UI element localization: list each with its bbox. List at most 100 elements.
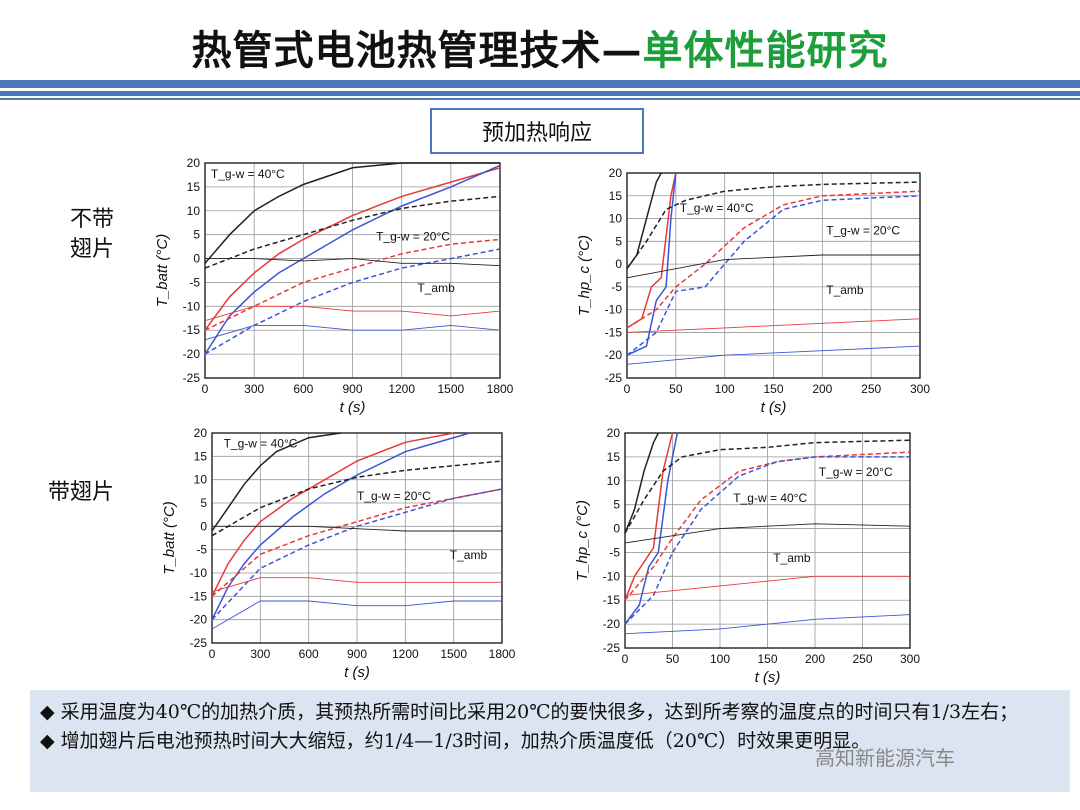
y-axis-label: T_hp_c (°C) [576, 235, 593, 316]
y-tick-label: -25 [603, 641, 621, 655]
y-tick-label: 15 [607, 450, 621, 464]
x-tick-label: 50 [669, 382, 683, 396]
watermark: 高知新能源汽车 [815, 746, 955, 770]
y-tick-label: -5 [609, 545, 620, 559]
series-blue-ambient-line [211, 600, 502, 630]
y-tick-label: -10 [183, 299, 201, 313]
series-red-line [211, 432, 454, 597]
row-label-with-fins: 带翅片 [48, 480, 115, 505]
chart-annotation: T_g-w = 20°C [819, 465, 893, 479]
x-tick-label: 1500 [440, 647, 467, 661]
subtitle-box: 预加热响应 [430, 108, 644, 154]
y-tick-label: -10 [605, 303, 623, 317]
y-tick-label: -10 [190, 566, 208, 580]
plot-frame [204, 162, 501, 379]
chart-annotation: T_g-w = 40°C [224, 437, 298, 451]
chart-with-fins-hpc: 0 50 100 150 200 250 300 -25 -20 -15 -10 -5 0 5 10 15 20… [574, 426, 920, 686]
y-tick-label: 20 [194, 426, 208, 440]
series-black-line [204, 162, 500, 264]
y-tick-label: -15 [183, 323, 201, 337]
y-tick-label: 15 [609, 189, 623, 203]
x-tick-label: 50 [666, 652, 680, 666]
x-tick-label: 1500 [437, 382, 464, 396]
series-red-line [204, 167, 501, 331]
x-tick-label: 300 [900, 652, 920, 666]
y-tick-label: -25 [190, 636, 208, 650]
y-axis-label: T_hp_c (°C) [574, 500, 591, 581]
series-red-dashed-line [624, 451, 911, 601]
series-black-ambient-line [626, 254, 920, 279]
chart-annotation: T_g-w = 20°C [376, 229, 450, 243]
plot-frame [626, 172, 921, 379]
x-tick-label: 150 [757, 652, 777, 666]
x-tick-label: 0 [624, 382, 631, 396]
y-axis-label: T_batt (°C) [154, 234, 171, 308]
y-tick-label: 20 [609, 166, 623, 180]
page-title: 热管式电池热管理技术—单体性能研究 [0, 18, 1080, 76]
x-tick-label: 900 [347, 647, 367, 661]
y-tick-label: 10 [187, 204, 201, 218]
y-tick-label: -25 [605, 371, 623, 385]
series-blue-ambient-line [204, 324, 501, 341]
y-tick-label: 20 [187, 156, 201, 170]
header-divider-thick [0, 80, 1080, 88]
y-axis-label: T_batt (°C) [161, 501, 178, 575]
series-blue-line [624, 432, 679, 625]
x-tick-label: 1800 [487, 382, 514, 396]
y-tick-label: 5 [193, 228, 200, 242]
series-blue-ambient-line [624, 614, 911, 635]
note-bullet-1: ◆ 采用温度为40℃的加热介质，其预热所需时间比采用20℃的要快很多，达到所考察… [40, 701, 1019, 723]
chart-with-fins-batt: 0 300 600 900 1200 1500 1800 -25 -20 -15 -10 -5 0 5 10… [161, 426, 516, 681]
series-black-dashed-line [204, 195, 501, 269]
x-tick-label: 600 [299, 647, 319, 661]
x-tick-label: 0 [622, 652, 629, 666]
y-tick-label: 15 [187, 180, 201, 194]
y-tick-label: -5 [611, 280, 622, 294]
series-black-dashed-line [624, 439, 911, 534]
y-tick-label: -15 [190, 589, 208, 603]
y-tick-label: 0 [193, 252, 200, 266]
x-tick-label: 300 [910, 382, 930, 396]
x-tick-label: 900 [342, 382, 362, 396]
x-tick-label: 150 [763, 382, 783, 396]
x-tick-label: 300 [244, 382, 264, 396]
x-tick-label: 1800 [489, 647, 516, 661]
y-tick-label: -15 [605, 325, 623, 339]
header-divider-mid [0, 91, 1080, 96]
plot-frame [211, 432, 503, 644]
series-red-dashed-line [626, 190, 921, 329]
row-label-no-fins: 不带翅片 [70, 207, 115, 262]
x-tick-label: 0 [209, 647, 216, 661]
chart-annotation: T_g-w = 20°C [826, 224, 900, 238]
series-blue-ambient-line [626, 345, 921, 365]
subtitle-text: 预加热响应 [481, 121, 592, 146]
y-tick-label: 10 [607, 474, 621, 488]
title-sub: 单体性能研究 [642, 27, 889, 74]
series-blue-dashed-line [211, 488, 503, 621]
series-red-ambient-line [626, 318, 921, 333]
y-tick-label: 0 [615, 257, 622, 271]
chart-annotation: T_g-w = 40°C [733, 491, 807, 505]
y-tick-label: -10 [603, 569, 621, 583]
y-tick-label: 0 [613, 522, 620, 536]
y-tick-label: 10 [194, 473, 208, 487]
series-blue-line [211, 432, 471, 621]
y-tick-label: 0 [200, 519, 207, 533]
y-tick-label: 5 [615, 234, 622, 248]
note-bullet-2: ◆ 增加翅片后电池预热时间大大缩短，约1/4—1/3时间，加热介质温度低（20℃… [40, 730, 871, 752]
series-red-ambient-line [211, 577, 502, 593]
x-tick-label: 1200 [392, 647, 419, 661]
x-tick-label: 0 [202, 382, 209, 396]
chart-annotation: T_g-w = 40°C [680, 201, 754, 215]
plot-frame [624, 432, 911, 649]
series-black-dashed-line [626, 181, 921, 270]
x-axis-label: t (s) [761, 399, 787, 416]
y-tick-label: 10 [609, 212, 623, 226]
chart-annotation: T_amb [826, 283, 864, 297]
x-axis-label: t (s) [340, 399, 366, 416]
chart-annotation: T_amb [417, 281, 455, 295]
x-tick-label: 250 [861, 382, 881, 396]
x-axis-label: t (s) [755, 669, 781, 686]
x-tick-label: 600 [293, 382, 313, 396]
chart-annotation: T_amb [450, 548, 488, 562]
